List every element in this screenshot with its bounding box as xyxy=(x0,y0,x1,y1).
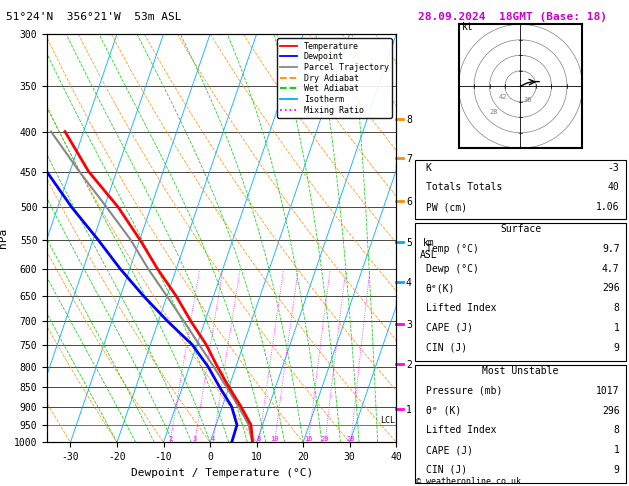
Text: θᵉ(K): θᵉ(K) xyxy=(426,283,455,294)
Text: 1017: 1017 xyxy=(596,386,620,396)
Text: LCL: LCL xyxy=(380,416,395,425)
Text: 51°24'N  356°21'W  53m ASL: 51°24'N 356°21'W 53m ASL xyxy=(6,12,182,22)
Text: 4: 4 xyxy=(211,436,215,442)
Legend: Temperature, Dewpoint, Parcel Trajectory, Dry Adiabat, Wet Adiabat, Isotherm, Mi: Temperature, Dewpoint, Parcel Trajectory… xyxy=(277,38,392,118)
Text: 36: 36 xyxy=(523,97,532,103)
Text: 296: 296 xyxy=(602,406,620,416)
Text: 8: 8 xyxy=(614,303,620,313)
Text: Lifted Index: Lifted Index xyxy=(426,425,496,435)
Text: 20: 20 xyxy=(321,436,330,442)
Text: CIN (J): CIN (J) xyxy=(426,343,467,352)
Text: CAPE (J): CAPE (J) xyxy=(426,323,472,333)
Text: CIN (J): CIN (J) xyxy=(426,465,467,475)
Text: θᵉ (K): θᵉ (K) xyxy=(426,406,461,416)
Bar xyxy=(415,223,626,361)
Text: 3: 3 xyxy=(192,436,197,442)
Text: 40: 40 xyxy=(608,182,620,192)
Bar xyxy=(415,159,626,219)
Text: PW (cm): PW (cm) xyxy=(426,202,467,212)
Text: Temp (°C): Temp (°C) xyxy=(426,244,479,254)
Text: Lifted Index: Lifted Index xyxy=(426,303,496,313)
Text: Totals Totals: Totals Totals xyxy=(426,182,502,192)
Text: 9.7: 9.7 xyxy=(602,244,620,254)
Text: 1: 1 xyxy=(614,323,620,333)
Text: CAPE (J): CAPE (J) xyxy=(426,445,472,455)
Text: 2: 2 xyxy=(168,436,172,442)
Text: 42: 42 xyxy=(499,94,508,100)
Text: kt: kt xyxy=(462,22,474,33)
Text: © weatheronline.co.uk: © weatheronline.co.uk xyxy=(416,477,521,486)
Text: 296: 296 xyxy=(602,283,620,294)
Text: Most Unstable: Most Unstable xyxy=(482,366,559,376)
Text: 4.7: 4.7 xyxy=(602,263,620,274)
Text: -3: -3 xyxy=(608,163,620,173)
Text: 1: 1 xyxy=(614,445,620,455)
Text: K: K xyxy=(426,163,431,173)
Bar xyxy=(415,364,626,483)
Text: Surface: Surface xyxy=(500,224,541,234)
Text: 28.09.2024  18GMT (Base: 18): 28.09.2024 18GMT (Base: 18) xyxy=(418,12,607,22)
Text: 8: 8 xyxy=(614,425,620,435)
Text: 10: 10 xyxy=(270,436,279,442)
Text: 8: 8 xyxy=(257,436,261,442)
Text: 28: 28 xyxy=(489,109,498,115)
Y-axis label: hPa: hPa xyxy=(0,228,8,248)
X-axis label: Dewpoint / Temperature (°C): Dewpoint / Temperature (°C) xyxy=(131,468,313,478)
Text: Pressure (mb): Pressure (mb) xyxy=(426,386,502,396)
Text: 16: 16 xyxy=(304,436,313,442)
Text: 1.06: 1.06 xyxy=(596,202,620,212)
Text: 9: 9 xyxy=(614,343,620,352)
Text: 9: 9 xyxy=(614,465,620,475)
Text: Dewp (°C): Dewp (°C) xyxy=(426,263,479,274)
Y-axis label: km
ASL: km ASL xyxy=(420,238,437,260)
Text: 28: 28 xyxy=(347,436,355,442)
